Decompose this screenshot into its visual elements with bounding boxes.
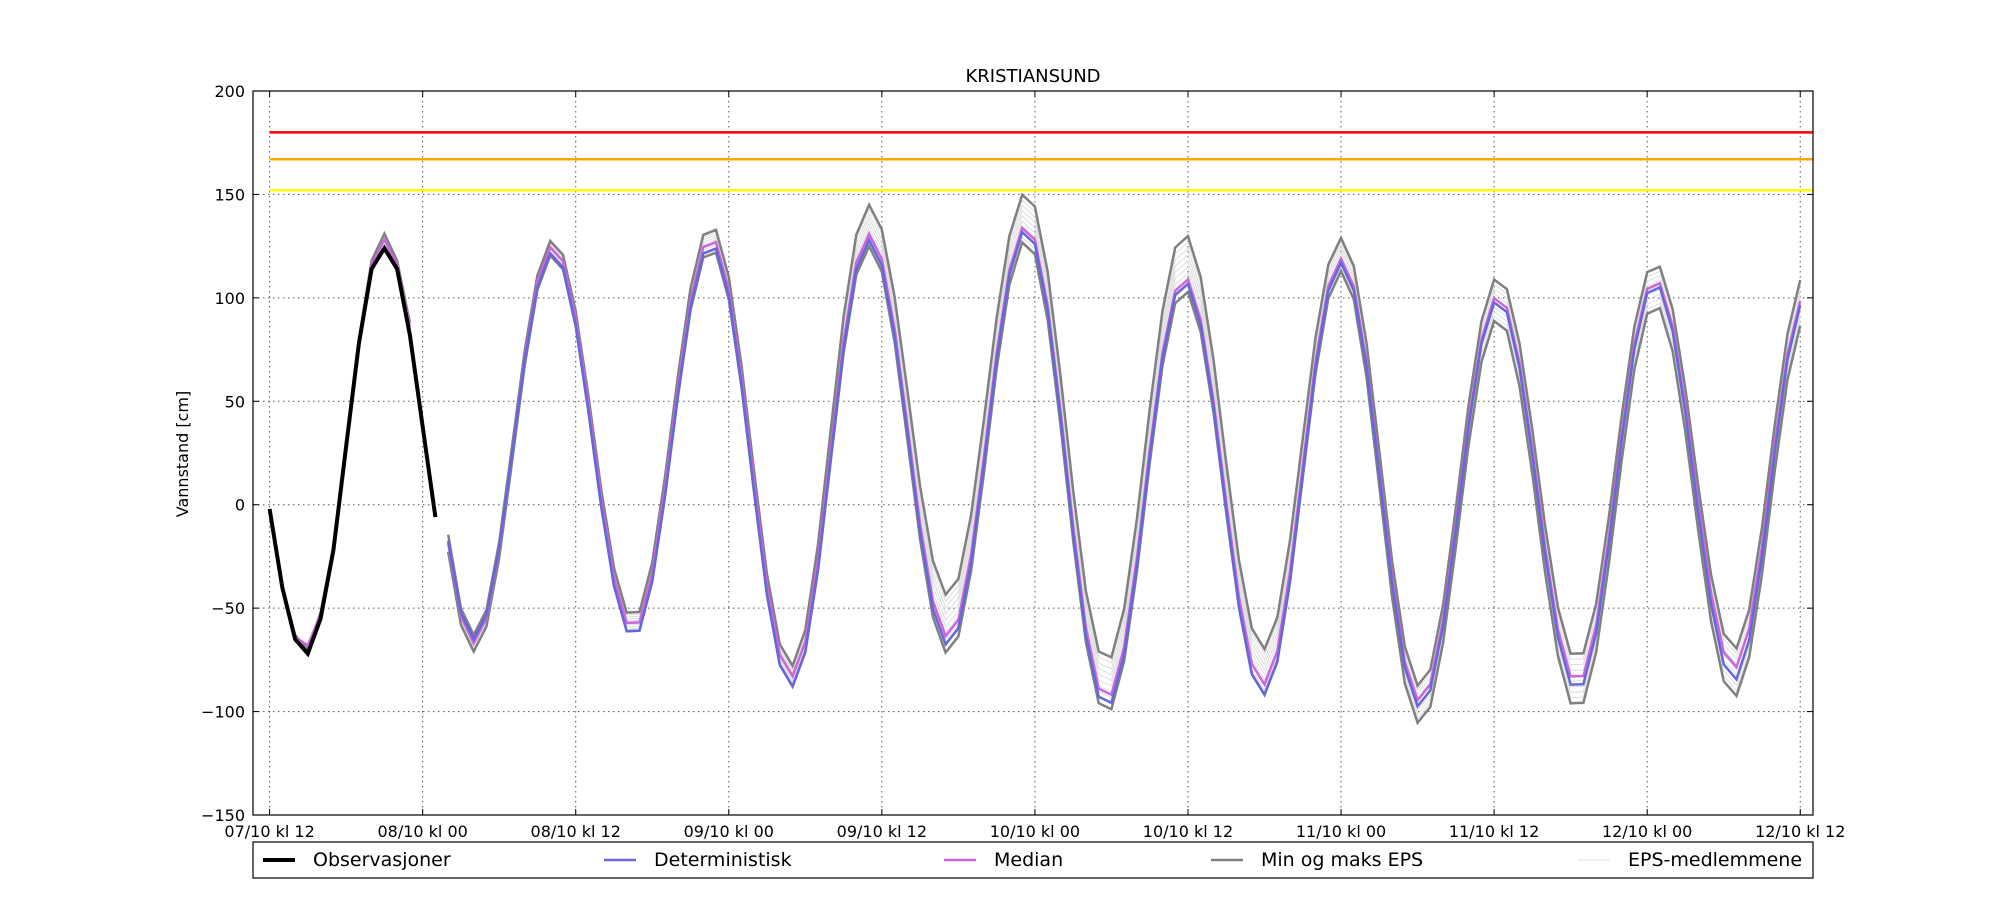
legend-label: EPS-medlemmene (1628, 849, 1802, 871)
y-tick-label: 50 (225, 392, 245, 411)
legend-frame (252, 841, 1814, 879)
axis-ticks: −150 −100 −50 0 50 100 150 200 07/10 kl 12 08/10 … (201, 82, 1845, 841)
x-tick-label: 12/10 kl 00 (1602, 822, 1692, 841)
x-tick-label: 08/10 kl 12 (531, 822, 621, 841)
x-tick-label: 09/10 kl 12 (837, 822, 927, 841)
grid (253, 91, 1813, 815)
observations-line (267, 244, 438, 658)
x-tick-label: 11/10 kl 12 (1449, 822, 1539, 841)
y-axis-label: Vannstand [cm] (173, 391, 192, 517)
y-tick-label: 0 (235, 496, 245, 515)
legend-label: Observasjoner (313, 849, 451, 871)
series-layer (267, 192, 1802, 726)
x-tick-label: 09/10 kl 00 (684, 822, 774, 841)
plot-frame (252, 90, 1814, 816)
x-tick-label: 12/10 kl 12 (1755, 822, 1845, 841)
y-tick-label: −150 (201, 806, 245, 825)
deterministic-line (446, 229, 1802, 709)
y-tick-label: 200 (214, 82, 245, 101)
x-tick-label: 07/10 kl 12 (224, 822, 314, 841)
threshold-lines (269, 131, 1813, 192)
legend-label: Deterministisk (654, 849, 792, 871)
y-tick-label: −100 (201, 703, 245, 722)
y-tick-label: 150 (214, 185, 245, 204)
legend: Observasjoner Deterministisk Median Min og … (252, 841, 1814, 879)
x-tick-label: 11/10 kl 00 (1296, 822, 1386, 841)
legend-label: Min og maks EPS (1261, 849, 1423, 871)
x-tick-label: 10/10 kl 12 (1143, 822, 1233, 841)
eps-max-line (446, 192, 1802, 689)
x-tick-label: 08/10 kl 00 (377, 822, 467, 841)
x-tick-label: 10/10 kl 00 (990, 822, 1080, 841)
y-tick-label: 100 (214, 289, 245, 308)
legend-label: Median (994, 849, 1063, 871)
y-tick-label: −50 (211, 599, 245, 618)
chart-title: KRISTIANSUND (965, 66, 1100, 87)
